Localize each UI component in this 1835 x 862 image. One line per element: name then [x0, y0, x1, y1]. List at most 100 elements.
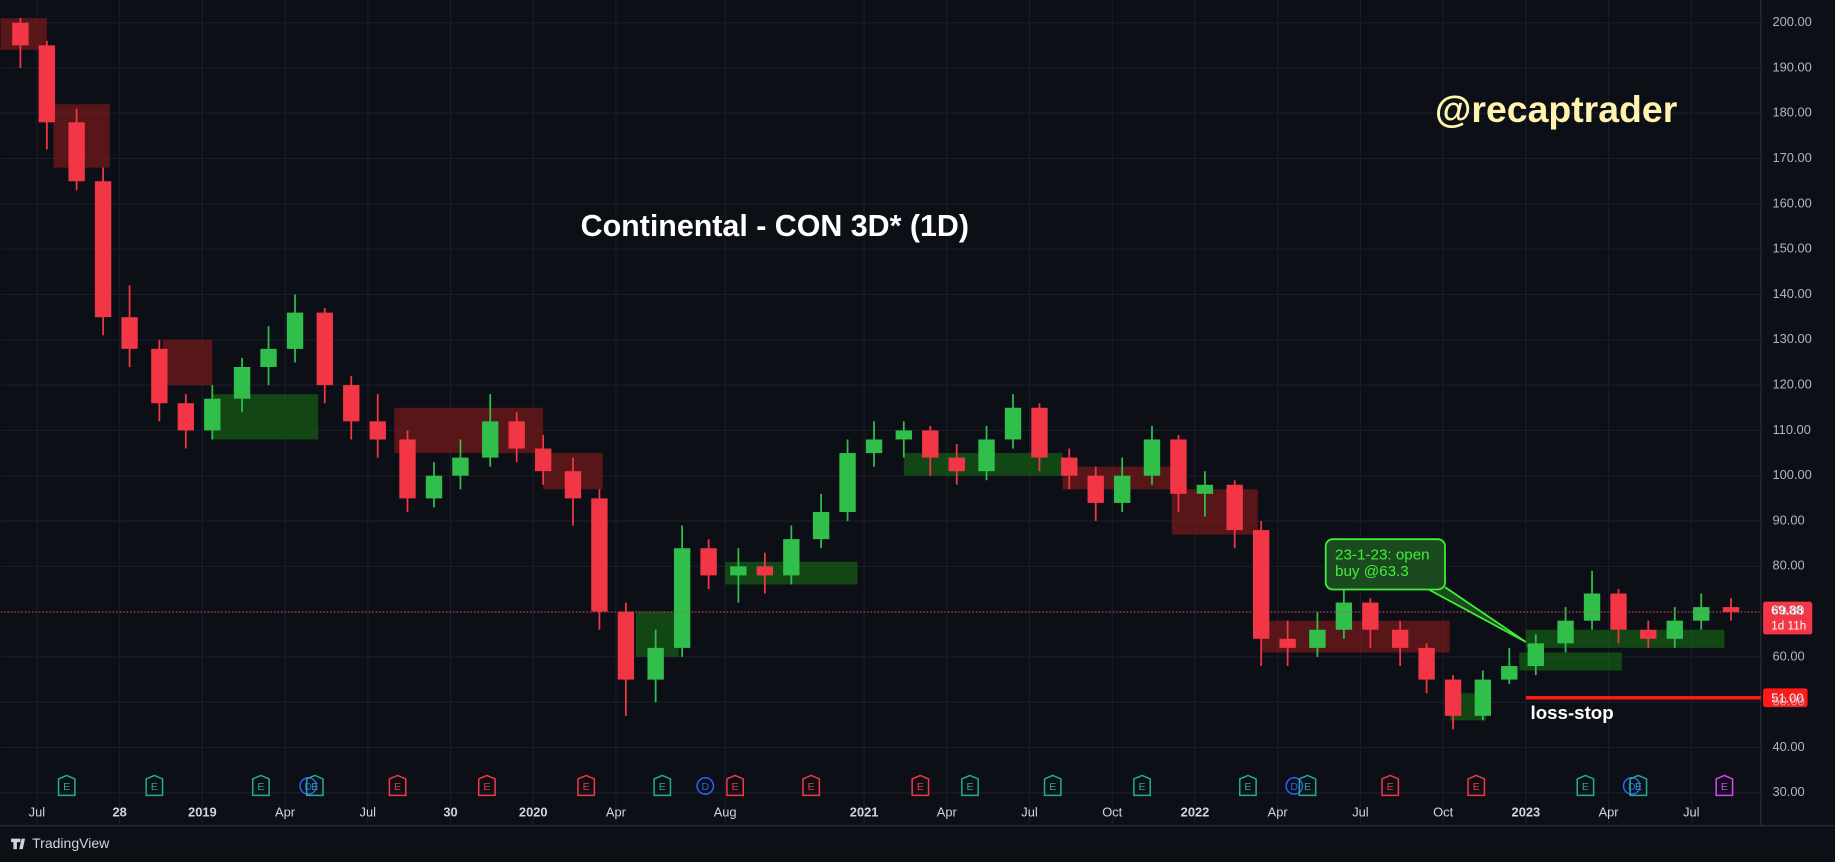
earnings-marker [726, 774, 745, 797]
candle-body [1722, 607, 1740, 613]
candle-body [895, 430, 913, 440]
candle-body [452, 457, 469, 476]
event-label: E [1473, 781, 1480, 793]
last-price-badge [1763, 601, 1813, 635]
x-tick-label: Jul [1683, 804, 1699, 819]
earnings-marker [1043, 774, 1062, 797]
event-label: E [1049, 781, 1056, 793]
overlay-layer: 69.88 1d 11h 51.00 loss-stop 23-1-23: openbu… [0, 538, 1813, 797]
x-tick-label: 2023 [1512, 804, 1541, 819]
candle-body [1309, 629, 1326, 648]
y-tick-label: 120.00 [1772, 376, 1811, 391]
candle-body [730, 566, 747, 576]
candle-body [12, 22, 29, 46]
candle-body [1640, 629, 1657, 639]
brand-logo [11, 838, 26, 850]
y-tick-label: 130.00 [1772, 331, 1811, 346]
candle-body [1279, 638, 1296, 648]
candle-body [1418, 647, 1435, 680]
candle-body [591, 498, 608, 612]
last-price-label: 69.88 [1771, 602, 1803, 617]
y-tick-label: 200.00 [1772, 14, 1811, 29]
event-label: D [304, 781, 312, 793]
callout-box [1324, 538, 1446, 591]
candle-body [1391, 629, 1409, 648]
cloud-zone [1525, 629, 1725, 648]
candle-body [68, 122, 85, 182]
y-tick-label: 50.00 [1772, 694, 1804, 709]
candle-body [286, 312, 304, 349]
x-tick-label: Oct [1433, 804, 1453, 819]
earnings-marker [911, 774, 930, 797]
event-label: D [1628, 781, 1636, 793]
earnings-marker [961, 774, 979, 797]
candle-body [1061, 457, 1078, 476]
earnings-marker [1629, 774, 1648, 797]
candle-body [1335, 602, 1353, 630]
earnings-marker [477, 774, 496, 797]
candle-body [482, 421, 499, 458]
watermark: @recaptrader [1435, 88, 1677, 130]
candle-body [233, 366, 251, 399]
candle-body [399, 439, 416, 499]
candle-body [204, 398, 221, 431]
loss-stop-value: 51.00 [1771, 690, 1803, 705]
candle-body [948, 457, 965, 472]
candles-layer [12, 18, 1740, 730]
candle-body [647, 647, 664, 680]
dividend-marker [696, 777, 715, 795]
x-tick-label: 28 [112, 804, 126, 819]
candle-body [369, 421, 386, 440]
callout-text: 23-1-23: open [1335, 547, 1430, 564]
x-tick-label: Apr [1268, 804, 1289, 819]
callout-pointer [1428, 586, 1527, 643]
brand-name[interactable]: TradingView [32, 835, 110, 851]
x-tick-label: Jul [360, 804, 376, 819]
candle-body [839, 453, 856, 512]
x-tick-label: 2019 [188, 804, 217, 819]
candle-body [1252, 530, 1270, 639]
candle-body [1031, 407, 1048, 458]
y-tick-label: 40.00 [1772, 739, 1804, 754]
earnings-marker [388, 774, 407, 797]
earnings-marker [1467, 774, 1486, 797]
earnings-marker [1576, 774, 1595, 797]
candle-body [94, 181, 112, 318]
cloud-zone [212, 394, 319, 440]
candle-body [343, 385, 360, 422]
candle-body [1583, 593, 1601, 621]
y-tick-label: 70.00 [1772, 603, 1804, 618]
x-tick-label: 2020 [519, 804, 548, 819]
event-label: E [63, 781, 70, 793]
candle-body [1557, 620, 1574, 644]
candle-body [1693, 607, 1710, 621]
loss-stop-text: loss-stop [1531, 702, 1614, 723]
x-tick-label: Apr [275, 804, 296, 819]
candle-body [1114, 475, 1131, 503]
event-label: E [1244, 781, 1251, 793]
candle-body [756, 566, 774, 576]
earnings-marker [802, 774, 821, 797]
candle-body [812, 511, 830, 540]
event-label: E [966, 781, 973, 793]
x-tick-label: 2022 [1181, 804, 1210, 819]
candle-body [425, 475, 443, 499]
candle-body [1666, 620, 1683, 639]
candle-body [564, 471, 582, 499]
candle-body [1501, 666, 1518, 680]
cloud-zone [1519, 652, 1622, 671]
candle-body [508, 421, 525, 449]
candle-body [1226, 484, 1243, 531]
x-tick-label: 2021 [850, 804, 879, 819]
y-tick-label: 180.00 [1772, 105, 1811, 120]
candle-body [1196, 484, 1214, 494]
x-tick-label: Oct [1102, 804, 1122, 819]
candle-body [177, 403, 195, 431]
x-tick-label: Aug [714, 804, 737, 819]
event-label: E [1304, 781, 1311, 793]
event-label: E [483, 781, 490, 793]
earnings-marker [305, 774, 324, 797]
event-label: D [1290, 781, 1298, 793]
candle-body [673, 548, 691, 648]
